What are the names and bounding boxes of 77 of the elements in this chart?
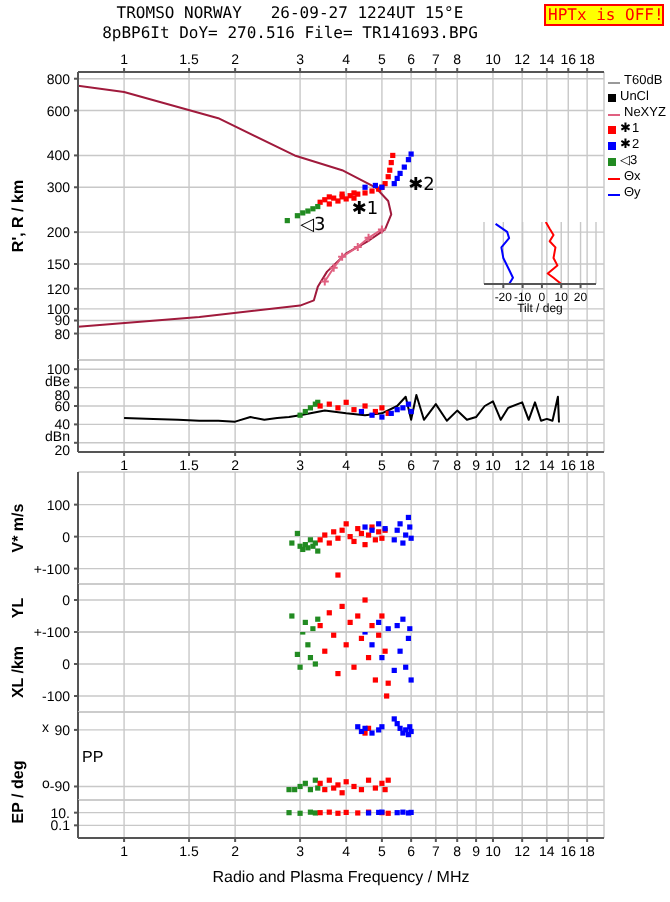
chart-subtitle: 8pBP6It DoY= 270.516 File= TR141693.BPG xyxy=(100,24,480,42)
point xyxy=(372,537,378,543)
point xyxy=(355,724,361,730)
point xyxy=(358,635,365,641)
point xyxy=(343,521,349,527)
point xyxy=(317,780,323,786)
point xyxy=(382,648,388,654)
point xyxy=(385,777,391,783)
point xyxy=(310,626,316,632)
point xyxy=(322,532,328,538)
point xyxy=(317,623,323,629)
point xyxy=(355,526,361,532)
point xyxy=(391,667,397,673)
point xyxy=(365,655,372,661)
y-axis-title: XL /km xyxy=(9,645,27,699)
y-axis-title: R', R / km xyxy=(9,179,27,253)
point xyxy=(331,785,337,791)
point xyxy=(315,616,321,622)
point xyxy=(376,529,382,535)
point xyxy=(322,787,328,793)
point xyxy=(343,642,349,648)
annotation: ◁3 xyxy=(300,215,326,236)
point xyxy=(384,693,390,699)
point xyxy=(339,790,345,796)
point xyxy=(376,632,382,638)
point xyxy=(376,521,382,527)
point xyxy=(322,648,328,654)
point xyxy=(376,619,382,625)
point xyxy=(315,548,321,554)
point xyxy=(315,785,321,791)
point xyxy=(347,619,353,625)
point xyxy=(343,779,349,785)
point xyxy=(335,782,341,788)
point xyxy=(385,680,391,686)
point xyxy=(372,785,378,791)
point xyxy=(372,677,378,683)
point xyxy=(379,613,385,619)
point xyxy=(385,626,391,632)
point xyxy=(351,664,357,670)
point xyxy=(369,623,375,629)
point xyxy=(331,529,337,535)
point xyxy=(379,780,385,786)
point xyxy=(382,787,388,793)
point xyxy=(307,537,314,543)
x-axis-title: Radio and Plasma Frequency / MHz xyxy=(210,868,472,886)
y-axis-title: YL xyxy=(9,597,27,619)
y-axis-title: PP xyxy=(82,748,104,766)
point xyxy=(365,532,372,538)
point xyxy=(339,603,345,609)
point xyxy=(326,610,332,616)
point xyxy=(362,597,368,603)
point xyxy=(351,783,357,790)
point xyxy=(339,527,345,533)
point xyxy=(365,777,372,783)
point xyxy=(379,655,385,661)
annotation: ✱2 xyxy=(408,176,435,197)
point xyxy=(335,572,341,578)
point xyxy=(331,632,337,638)
point xyxy=(335,535,341,541)
point xyxy=(326,540,332,546)
point xyxy=(362,524,368,530)
point xyxy=(347,534,353,540)
point xyxy=(358,787,365,793)
point xyxy=(358,530,365,537)
annotation: ✱1 xyxy=(351,199,379,220)
chart-title: TROMSO NORWAY 26-09-27 1224UT 15°E xyxy=(114,4,466,22)
point xyxy=(362,542,368,548)
point xyxy=(355,613,361,619)
point xyxy=(326,777,332,783)
point xyxy=(369,730,375,736)
point xyxy=(379,724,385,730)
point xyxy=(335,671,341,677)
point xyxy=(369,642,375,648)
point xyxy=(351,538,357,545)
point xyxy=(379,535,385,541)
y-axis-title: V* m/s xyxy=(9,503,27,553)
y-axis-title: EP / deg xyxy=(9,760,27,824)
